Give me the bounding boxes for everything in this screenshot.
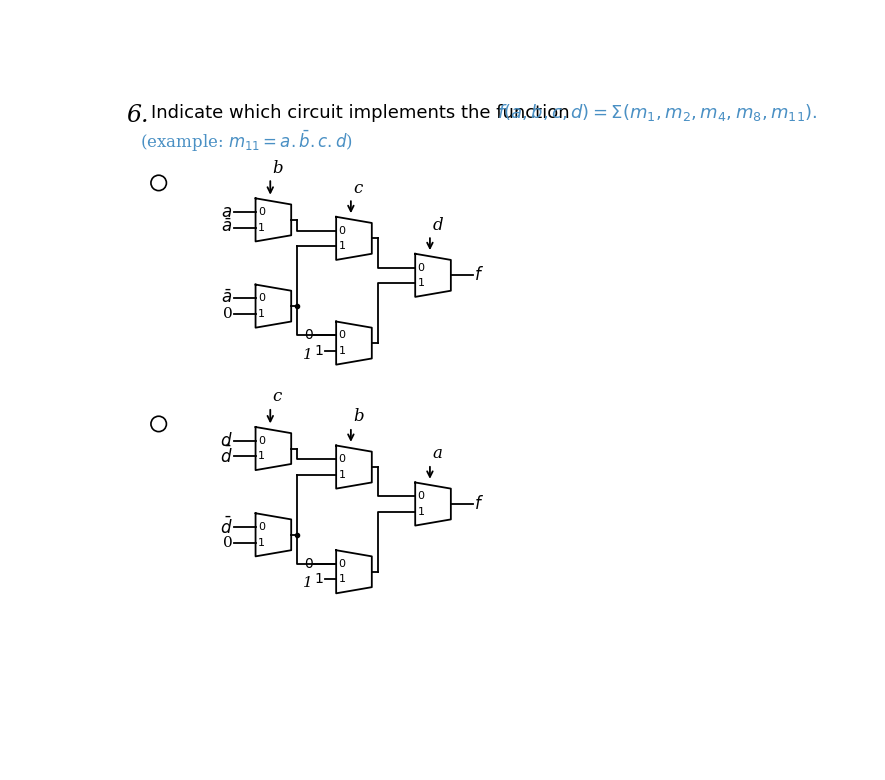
Text: b: b xyxy=(273,160,283,177)
Text: $d$: $d$ xyxy=(219,432,232,450)
Polygon shape xyxy=(336,550,372,594)
Text: $\bar{d}$: $\bar{d}$ xyxy=(219,445,232,467)
Text: 1: 1 xyxy=(258,309,265,319)
Text: 1: 1 xyxy=(418,278,425,288)
Polygon shape xyxy=(336,321,372,364)
Text: b: b xyxy=(353,409,364,425)
Text: $\bar{a}$: $\bar{a}$ xyxy=(221,289,232,307)
Text: d: d xyxy=(432,217,442,234)
Text: $a$: $a$ xyxy=(221,204,232,221)
Text: 0: 0 xyxy=(258,207,265,217)
Text: 1: 1 xyxy=(315,344,324,358)
Polygon shape xyxy=(256,285,291,328)
Text: 0: 0 xyxy=(222,536,232,549)
Text: $\bar{a}$: $\bar{a}$ xyxy=(221,219,232,236)
Polygon shape xyxy=(256,198,291,242)
Polygon shape xyxy=(336,217,372,260)
Polygon shape xyxy=(256,427,291,470)
Text: (example: $m_{11} = a.\bar{b}.c.d$): (example: $m_{11} = a.\bar{b}.c.d$) xyxy=(140,129,353,154)
Text: 0: 0 xyxy=(418,491,425,502)
Text: 1: 1 xyxy=(418,507,425,516)
Text: 0: 0 xyxy=(338,559,345,569)
Text: 1: 1 xyxy=(258,222,265,232)
Text: 1: 1 xyxy=(258,452,265,461)
Text: $\bar{d}$: $\bar{d}$ xyxy=(219,516,232,538)
Text: 1: 1 xyxy=(304,576,313,590)
Text: a: a xyxy=(432,445,442,463)
Text: 1: 1 xyxy=(304,348,313,362)
Text: 0: 0 xyxy=(304,328,313,342)
Text: $f$: $f$ xyxy=(474,266,484,285)
Text: 0: 0 xyxy=(258,436,265,446)
Text: 0: 0 xyxy=(222,307,232,321)
Text: 1: 1 xyxy=(338,470,345,480)
Text: c: c xyxy=(273,388,281,406)
Text: Indicate which circuit implements the function: Indicate which circuit implements the fu… xyxy=(151,104,570,122)
Text: 0: 0 xyxy=(258,522,265,532)
Text: $f$: $f$ xyxy=(474,495,484,513)
Polygon shape xyxy=(415,483,450,526)
Text: 0: 0 xyxy=(304,557,313,571)
Text: 6.: 6. xyxy=(127,104,149,126)
Text: 0: 0 xyxy=(418,263,425,273)
Text: 1: 1 xyxy=(338,241,345,251)
Text: 0: 0 xyxy=(338,331,345,340)
Polygon shape xyxy=(415,254,450,297)
Polygon shape xyxy=(256,513,291,556)
Text: 1: 1 xyxy=(338,574,345,584)
Text: 0: 0 xyxy=(338,225,345,236)
Text: 1: 1 xyxy=(258,537,265,548)
Text: c: c xyxy=(353,179,363,197)
Text: 1: 1 xyxy=(338,346,345,356)
Polygon shape xyxy=(336,445,372,488)
Text: $f(a,b,c,d) = \Sigma(m_1,m_2,m_4,m_8,m_{11}).$: $f(a,b,c,d) = \Sigma(m_1,m_2,m_4,m_8,m_{… xyxy=(496,102,817,123)
Text: 0: 0 xyxy=(258,293,265,303)
Text: 1: 1 xyxy=(315,573,324,587)
Text: 0: 0 xyxy=(338,454,345,464)
